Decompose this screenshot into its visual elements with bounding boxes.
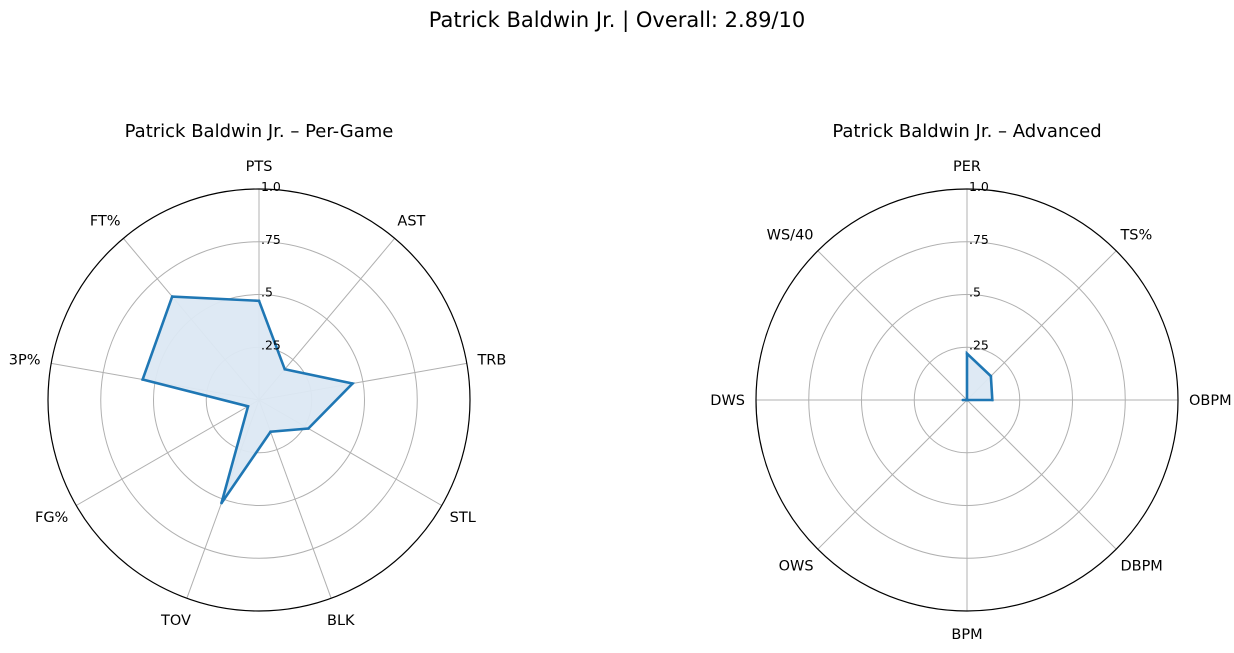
per-game-axis-label-trb: TRB bbox=[476, 352, 506, 368]
advanced-rtick-label: .75 bbox=[969, 232, 989, 247]
per-game-data-point-tov bbox=[220, 502, 223, 505]
per-game-radar-chart: Patrick Baldwin Jr. – Per-Game .25 .5 .75 1… bbox=[9, 121, 507, 629]
per-game-rtick-label: .25 bbox=[261, 337, 281, 352]
per-game-data-point-blk bbox=[269, 430, 272, 433]
advanced-axis-label-ws-40: WS/40 bbox=[767, 228, 814, 244]
advanced-data-point-ws-40 bbox=[966, 399, 969, 402]
advanced-axis-label-per: PER bbox=[953, 159, 981, 175]
advanced-chart-title: Patrick Baldwin Jr. – Advanced bbox=[832, 121, 1101, 142]
per-game-data-point-3p- bbox=[141, 378, 144, 381]
per-game-rtick-label: .75 bbox=[261, 232, 281, 247]
advanced-axis-label-obpm: OBPM bbox=[1189, 393, 1232, 409]
per-game-chart-title: Patrick Baldwin Jr. – Per-Game bbox=[125, 121, 394, 142]
per-game-axis-label-tov: TOV bbox=[160, 613, 191, 629]
advanced-spoke bbox=[967, 400, 1116, 549]
per-game-axis-label-ft-: FT% bbox=[90, 214, 121, 230]
advanced-axis-label-dbpm: DBPM bbox=[1120, 558, 1162, 574]
per-game-axis-label-pts: PTS bbox=[246, 159, 273, 175]
per-game-axis-label-3p-: 3P% bbox=[9, 352, 41, 368]
per-game-data-point-stl bbox=[307, 427, 310, 430]
per-game-rtick-label: .5 bbox=[261, 285, 273, 300]
per-game-axis-label-blk: BLK bbox=[327, 613, 355, 629]
advanced-data-point-ts- bbox=[990, 375, 993, 378]
per-game-data-point-fg- bbox=[247, 405, 250, 408]
advanced-data-point-per bbox=[966, 352, 969, 355]
advanced-data-point-obpm bbox=[991, 399, 994, 402]
advanced-spoke bbox=[818, 400, 967, 549]
per-game-data-point-pts bbox=[258, 300, 261, 303]
advanced-axis-label-ts-: TS% bbox=[1119, 228, 1152, 244]
advanced-axis-label-ows: OWS bbox=[779, 558, 814, 574]
per-game-axis-label-stl: STL bbox=[450, 510, 476, 526]
per-game-data-point-ast bbox=[283, 368, 286, 371]
advanced-spoke bbox=[818, 251, 967, 400]
per-game-data-point-ft- bbox=[171, 295, 174, 298]
per-game-series-fill bbox=[143, 297, 353, 504]
advanced-rtick-label: 1.0 bbox=[969, 179, 989, 194]
per-game-data-point-trb bbox=[351, 382, 354, 385]
advanced-rtick-label: .5 bbox=[969, 285, 981, 300]
per-game-rtick-label: 1.0 bbox=[261, 179, 281, 194]
advanced-axis-label-dws: DWS bbox=[710, 393, 745, 409]
per-game-axis-label-fg-: FG% bbox=[35, 510, 68, 526]
advanced-rtick-label: .25 bbox=[969, 337, 989, 352]
advanced-axis-label-bpm: BPM bbox=[951, 627, 982, 643]
advanced-radar-chart: Patrick Baldwin Jr. – Advanced .25 .5 .75 1… bbox=[710, 121, 1231, 643]
advanced-data-point-dws bbox=[961, 399, 964, 402]
per-game-axis-label-ast: AST bbox=[397, 214, 425, 230]
